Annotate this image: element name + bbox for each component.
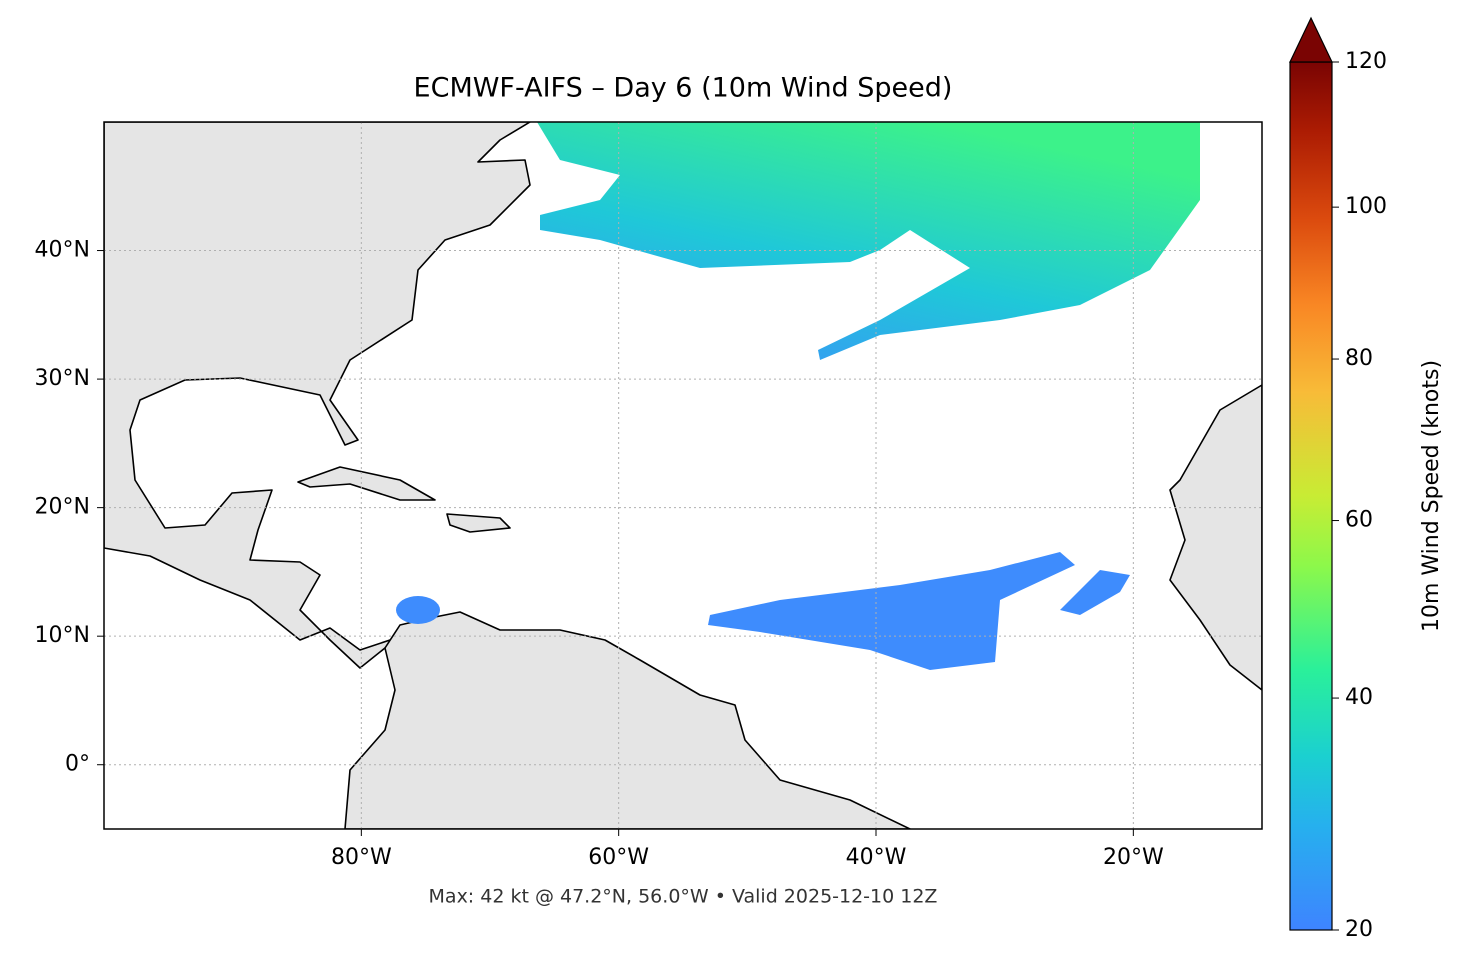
colorbar-tick-label: 20: [1345, 917, 1373, 942]
y-tick-label: 40°N: [35, 238, 90, 263]
cuba: [297, 466, 436, 501]
wind-field: [708, 552, 1075, 670]
colorbar: [1289, 61, 1333, 931]
x-tick-label: 80°W: [331, 845, 392, 870]
map-area: [104, 122, 1262, 829]
chart-title: ECMWF-AIFS – Day 6 (10m Wind Speed): [414, 73, 953, 104]
wind-field: [537, 122, 1200, 360]
africa: [1169, 384, 1262, 691]
colorbar-tick-label: 60: [1345, 508, 1373, 533]
y-tick-label: 20°N: [35, 495, 90, 520]
colorbar-tick-label: 80: [1345, 346, 1373, 371]
annotation: Max: 42 kt @ 47.2°N, 56.0°W • Valid 2025…: [429, 886, 938, 908]
x-tick-label: 20°W: [1103, 845, 1164, 870]
y-tick-label: 0°: [65, 752, 90, 777]
y-tick-label: 10°N: [35, 623, 90, 648]
colorbar-extend: [1289, 16, 1333, 63]
map-frame: [103, 121, 1263, 830]
colorbar-label: 10m Wind Speed (knots): [1419, 360, 1444, 632]
wind-field: [1060, 570, 1130, 615]
north-central-america: [104, 122, 531, 669]
x-tick-label: 40°W: [846, 845, 907, 870]
colorbar-tick-label: 40: [1345, 685, 1373, 710]
colorbar-tick-label: 100: [1345, 194, 1387, 219]
y-tick-label: 30°N: [35, 366, 90, 391]
south-america: [344, 611, 911, 829]
x-tick-label: 60°W: [588, 845, 649, 870]
colorbar-tick-label: 120: [1345, 49, 1387, 74]
hispaniola: [446, 513, 511, 533]
wind-field: [396, 596, 440, 624]
